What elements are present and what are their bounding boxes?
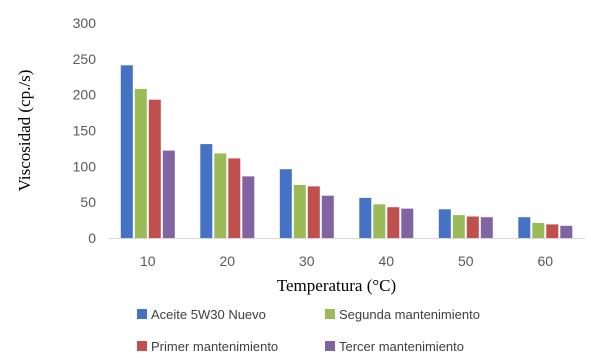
y-tick-label: 0 xyxy=(88,230,96,246)
bar-tercer-mantenimiento-20 xyxy=(242,176,255,238)
legend-label-tercer-mantenimiento: Tercer mantenimiento xyxy=(339,339,464,354)
bar-primer-mantenimiento-40 xyxy=(387,207,400,238)
bar-segunda-mantenimiento-50 xyxy=(452,215,465,238)
bar-aceite-5w30-nuevo-60 xyxy=(518,217,531,238)
x-tick-label: 20 xyxy=(220,253,236,269)
bar-segunda-mantenimiento-30 xyxy=(293,185,306,238)
legend-swatch-segunda-mantenimiento xyxy=(325,309,335,319)
legend-label-aceite-5w30-nuevo: Aceite 5W30 Nuevo xyxy=(151,307,266,322)
bar-aceite-5w30-nuevo-50 xyxy=(438,209,451,238)
legend-swatch-primer-mantenimiento xyxy=(137,341,147,351)
bar-tercer-mantenimiento-30 xyxy=(321,195,334,238)
bars xyxy=(120,65,573,239)
y-tick-label: 100 xyxy=(73,158,97,174)
y-tick-label: 250 xyxy=(73,51,97,67)
legend-label-primer-mantenimiento: Primer mantenimiento xyxy=(151,339,278,354)
y-axis-title: Viscosidad (cp./s) xyxy=(15,70,34,192)
bar-aceite-5w30-nuevo-10 xyxy=(120,65,133,238)
x-tick-label: 10 xyxy=(140,253,156,269)
y-tick-label: 150 xyxy=(73,123,97,139)
x-axis-title: Temperatura (°C) xyxy=(277,276,396,295)
bar-aceite-5w30-nuevo-20 xyxy=(200,144,213,238)
legend-swatch-aceite-5w30-nuevo xyxy=(137,309,147,319)
legend: Aceite 5W30 Nuevo Segunda mantenimiento Pr… xyxy=(137,307,480,354)
y-tick-label: 50 xyxy=(80,194,96,210)
bar-segunda-mantenimiento-10 xyxy=(134,88,147,239)
y-tick-label: 200 xyxy=(73,87,97,103)
legend-label-segunda-mantenimiento: Segunda mantenimiento xyxy=(339,307,480,322)
x-tick-label: 50 xyxy=(458,253,474,269)
bar-primer-mantenimiento-20 xyxy=(228,158,241,238)
x-tick-label: 60 xyxy=(538,253,554,269)
bar-primer-mantenimiento-30 xyxy=(307,186,320,238)
y-tick-label: 300 xyxy=(73,15,97,31)
bar-primer-mantenimiento-50 xyxy=(466,216,479,238)
bar-aceite-5w30-nuevo-40 xyxy=(359,197,372,238)
bar-primer-mantenimiento-10 xyxy=(148,99,161,238)
bar-segunda-mantenimiento-40 xyxy=(373,204,386,238)
legend-swatch-tercer-mantenimiento xyxy=(325,341,335,351)
bar-segunda-mantenimiento-20 xyxy=(214,153,227,238)
bar-tercer-mantenimiento-10 xyxy=(162,150,175,238)
x-tick-label: 30 xyxy=(299,253,315,269)
y-axis-ticks: 0 50 100 150 200 250 300 xyxy=(73,15,97,246)
bar-tercer-mantenimiento-60 xyxy=(560,225,573,238)
bar-primer-mantenimiento-60 xyxy=(546,224,559,238)
bar-tercer-mantenimiento-50 xyxy=(480,217,493,238)
bar-segunda-mantenimiento-60 xyxy=(532,222,545,238)
bar-tercer-mantenimiento-40 xyxy=(401,208,414,238)
x-axis-ticks: 10 20 30 40 50 60 xyxy=(140,253,553,269)
x-tick-label: 40 xyxy=(379,253,395,269)
bar-aceite-5w30-nuevo-30 xyxy=(279,169,292,238)
